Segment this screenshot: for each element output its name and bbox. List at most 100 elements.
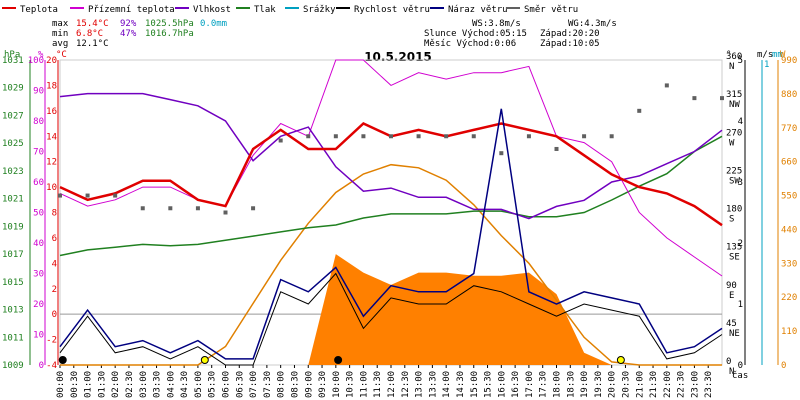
wind-dir-point: [526, 134, 531, 139]
stat-min-press: 1016.7hPa: [145, 29, 194, 39]
x-tick: 18:30: [566, 371, 576, 398]
stat-wg: WG:4.3m/s: [568, 19, 617, 29]
dir-tick-deg: 360: [726, 52, 742, 62]
pct-tick: 90: [33, 87, 44, 97]
w-tick: 0: [781, 361, 786, 371]
axes: hPa% °C1009101110131015101710191021102310…: [2, 50, 797, 398]
deg-tick: 20: [46, 56, 57, 66]
x-tick: 21:30: [649, 371, 659, 398]
x-tick: 18:00: [553, 371, 563, 398]
hpa-tick: 1017: [2, 250, 24, 260]
ms-tick: 3: [738, 178, 743, 188]
x-tick: 13:30: [428, 371, 438, 398]
dir-tick-label: E: [729, 291, 734, 301]
wind-dir-point: [85, 193, 90, 198]
x-tick: 19:30: [594, 371, 604, 398]
w-tick: 880: [781, 90, 797, 100]
stat-max-temp: 15.4°C: [76, 19, 109, 29]
pct-tick: 40: [33, 239, 44, 249]
series-wind-speed: [59, 272, 723, 366]
x-tick: 08:30: [290, 371, 300, 398]
x-tick: 17:00: [525, 371, 535, 398]
dir-tick-deg: 270: [726, 128, 742, 138]
legend-entry: Náraz větru: [448, 5, 508, 15]
hpa-tick: 1027: [2, 111, 24, 121]
pct-tick: 100: [28, 56, 44, 66]
deg-tick: 4: [52, 259, 57, 269]
wind-dir-point: [168, 206, 173, 211]
x-tick: 21:00: [635, 371, 645, 398]
stats-panel: max 15.4°C 92% 1025.5hPa 0.0mm min 6.8°C…: [52, 19, 617, 49]
wind-dir-point: [333, 134, 338, 139]
stat-min-temp: 6.8°C: [76, 29, 103, 39]
x-tick: 10:00: [332, 371, 342, 398]
hpa-tick: 1023: [2, 167, 24, 177]
series-humidity: [59, 92, 723, 220]
w-tick: 770: [781, 124, 797, 134]
deg-tick: 14: [46, 132, 57, 142]
stat-min-label: min: [52, 29, 68, 39]
x-tick: 02:00: [111, 371, 121, 398]
dir-tick-deg: 90: [726, 281, 737, 291]
x-tick: 01:30: [97, 371, 107, 398]
ms-tick: 5: [738, 56, 743, 66]
deg-tick: 12: [46, 158, 57, 168]
stat-max-label: max: [52, 19, 69, 29]
x-tick: 05:30: [208, 371, 218, 398]
x-tick: 20:30: [621, 371, 631, 398]
wind-dir-point: [554, 146, 559, 151]
w-tick: 550: [781, 192, 797, 202]
w-unit: W: [780, 50, 786, 60]
w-tick: 330: [781, 259, 797, 269]
x-tick: 14:00: [442, 371, 452, 398]
legend-entry: Teplota: [20, 5, 58, 15]
x-tick: 13:00: [415, 371, 425, 398]
deg-tick: 0: [52, 310, 57, 320]
stat-max-press: 1025.5hPa: [145, 19, 194, 29]
dir-tick-deg: 225: [726, 166, 742, 176]
x-tick: 22:30: [677, 371, 687, 398]
x-tick: 01:00: [84, 371, 94, 398]
x-tick: 16:30: [511, 371, 521, 398]
legend-entry: Vlhkost: [193, 5, 231, 15]
x-tick: 10:30: [346, 371, 356, 398]
w-tick: 440: [781, 225, 797, 235]
x-tick: 12:30: [401, 371, 411, 398]
wind-dir-point: [499, 151, 504, 156]
x-tick: 09:30: [318, 371, 328, 398]
dir-tick-deg: 135: [726, 243, 742, 253]
dir-tick-label: S: [729, 215, 734, 225]
x-tick: 03:30: [153, 371, 163, 398]
w-tick: 990: [781, 56, 797, 66]
pct-tick: 20: [33, 300, 44, 310]
x-tick: 20:00: [608, 371, 618, 398]
x-tick: 04:00: [166, 371, 176, 398]
x-tick: 06:30: [235, 371, 245, 398]
series-temperature: [59, 122, 723, 227]
stat-avg-label: avg: [52, 39, 68, 49]
x-tick: 07:30: [263, 371, 273, 398]
deg-tick: 18: [46, 81, 57, 91]
mm-unit: mm: [772, 50, 783, 60]
x-tick: 15:30: [484, 371, 494, 398]
series-pressure: [59, 135, 723, 257]
x-tick: 23:00: [690, 371, 700, 398]
pct-tick: 0: [39, 361, 44, 371]
deg-tick: 16: [46, 107, 57, 117]
x-tick: 07:00: [249, 371, 259, 398]
dir-tick-label: NW: [729, 100, 740, 110]
hpa-tick: 1029: [2, 84, 24, 94]
ms-tick: 1: [738, 300, 743, 310]
x-tick: 08:00: [277, 371, 287, 398]
stat-sunset: Západ:20:20: [540, 29, 600, 39]
dir-tick-deg: 45: [726, 319, 737, 329]
dir-tick-label: N: [729, 62, 734, 72]
mm-tick: 1: [764, 60, 769, 70]
x-tick: 00:30: [70, 371, 80, 398]
ms-tick: 0: [738, 361, 743, 371]
x-tick: 23:30: [704, 371, 714, 398]
pct-unit: %: [38, 50, 44, 60]
wind-dir-point: [195, 206, 200, 211]
hpa-tick: 1031: [2, 56, 24, 66]
